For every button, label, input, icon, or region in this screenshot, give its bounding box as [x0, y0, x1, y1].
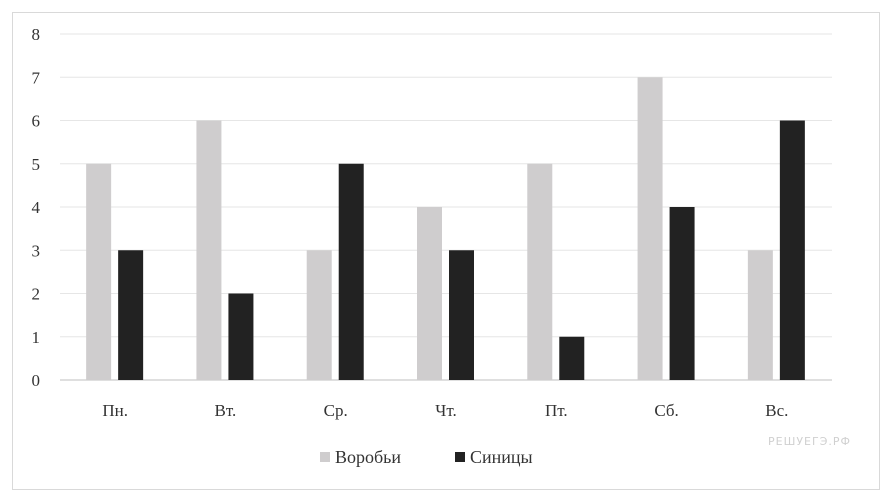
bar-Синицы-Ср.	[338, 163, 364, 380]
bar-Воробьи-Чт.	[417, 207, 442, 380]
x-tick-label: Сб.	[654, 401, 678, 420]
legend-swatch	[320, 452, 330, 462]
y-tick-label: 7	[32, 68, 41, 87]
bar-Воробьи-Пт.	[527, 163, 553, 380]
bar-Синицы-Чт.	[449, 250, 474, 380]
bar-Воробьи-Сб.	[637, 77, 663, 380]
bar-Воробьи-Вс.	[747, 250, 773, 380]
bar-Синицы-Сб.	[669, 207, 695, 380]
legend-label: Синицы	[470, 447, 533, 467]
y-tick-label: 3	[32, 241, 41, 260]
x-tick-label: Пт.	[545, 401, 568, 420]
y-tick-label: 5	[32, 155, 41, 174]
y-tick-label: 2	[32, 285, 41, 304]
chart-frame	[12, 12, 880, 490]
bar-Синицы-Вс.	[779, 120, 805, 380]
legend-swatch	[455, 452, 465, 462]
y-tick-label: 6	[32, 112, 41, 131]
y-tick-label: 4	[32, 198, 41, 217]
x-tick-label: Ср.	[324, 401, 348, 420]
bar-Воробьи-Ср.	[306, 250, 332, 380]
x-tick-label: Вс.	[765, 401, 788, 420]
bar-Воробьи-Вт.	[196, 120, 222, 380]
bar-Воробьи-Пн.	[86, 163, 112, 380]
x-tick-label: Чт.	[435, 401, 456, 420]
y-tick-label: 8	[32, 25, 41, 44]
y-tick-label: 1	[32, 328, 41, 347]
bar-Синицы-Пт.	[559, 336, 585, 380]
x-tick-label: Пн.	[102, 401, 128, 420]
bar-Синицы-Вт.	[228, 293, 254, 380]
legend-label: Воробьи	[335, 447, 401, 467]
bar-Синицы-Пн.	[118, 250, 144, 380]
y-tick-label: 0	[32, 371, 41, 390]
watermark: РЕШУЕГЭ.РФ	[768, 435, 851, 448]
x-tick-label: Вт.	[215, 401, 237, 420]
